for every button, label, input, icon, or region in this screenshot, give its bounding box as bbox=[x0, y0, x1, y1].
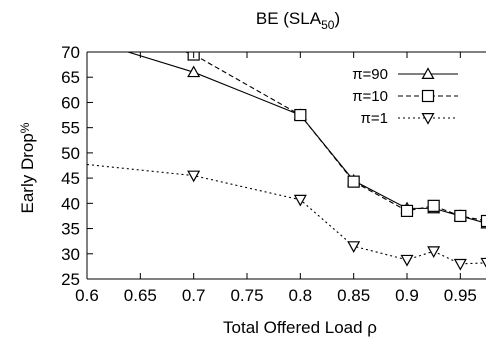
series-1-point bbox=[454, 209, 467, 223]
series-2-point bbox=[187, 170, 201, 183]
y-tick-label: 60 bbox=[61, 93, 80, 112]
legend-marker bbox=[421, 89, 435, 103]
chart-title: BE (SLA50) bbox=[256, 9, 340, 32]
series-1-point bbox=[427, 199, 440, 212]
x-tick-label: 0.8 bbox=[289, 286, 313, 305]
y-tick-label: 50 bbox=[61, 144, 80, 163]
x-tick-label: 0.85 bbox=[337, 286, 370, 305]
series-2-point bbox=[480, 257, 486, 268]
legend-label: π=10 bbox=[352, 88, 388, 105]
x-tick-label: 0.7 bbox=[182, 286, 206, 305]
axis-ticks: 0.6 0.65 0.7 0.75 0.8 0.85 0.9 0.95 25 30 35 40 45 50… bbox=[61, 43, 477, 305]
x-tick-label: 0.65 bbox=[124, 286, 157, 305]
legend-marker bbox=[421, 67, 435, 80]
y-tick-label: 35 bbox=[61, 220, 80, 239]
y-tick-label: 40 bbox=[61, 194, 80, 213]
series-2-point bbox=[293, 194, 307, 207]
legend-label: π=1 bbox=[361, 110, 388, 127]
series-group bbox=[87, 52, 486, 271]
y-tick-label: 25 bbox=[61, 270, 80, 289]
series-line-2 bbox=[87, 163, 486, 265]
plot-area bbox=[86, 51, 486, 280]
x-tick-label: 0.95 bbox=[444, 286, 477, 305]
x-tick-label: 0.6 bbox=[75, 286, 99, 305]
y-tick-label: 30 bbox=[61, 245, 80, 264]
series-1-point bbox=[347, 175, 360, 188]
legend-marker bbox=[421, 112, 435, 125]
y-tick-label: 65 bbox=[61, 68, 80, 87]
series-line-0 bbox=[126, 52, 486, 224]
series-2-point bbox=[347, 241, 361, 253]
series-1-point bbox=[400, 204, 414, 217]
legend-label: π=90 bbox=[352, 66, 388, 83]
series-0-point bbox=[187, 65, 201, 78]
y-tick-label: 55 bbox=[61, 119, 80, 138]
series-2-point bbox=[400, 254, 414, 267]
series-line-1 bbox=[183, 52, 486, 222]
series-2-point bbox=[453, 258, 467, 271]
x-tick-label: 0.75 bbox=[230, 286, 263, 305]
y-axis-label: Early Drop% bbox=[18, 122, 37, 213]
series-1-point bbox=[294, 108, 307, 122]
series-1-point bbox=[480, 214, 486, 228]
legend: π=90 π=10 π=1 bbox=[352, 66, 458, 127]
series-2-point bbox=[427, 246, 441, 258]
y-tick-label: 45 bbox=[61, 169, 80, 188]
y-tick-label: 70 bbox=[61, 43, 80, 62]
x-axis-label: Total Offered Load ρ bbox=[223, 318, 377, 337]
x-tick-label: 0.9 bbox=[395, 286, 419, 305]
